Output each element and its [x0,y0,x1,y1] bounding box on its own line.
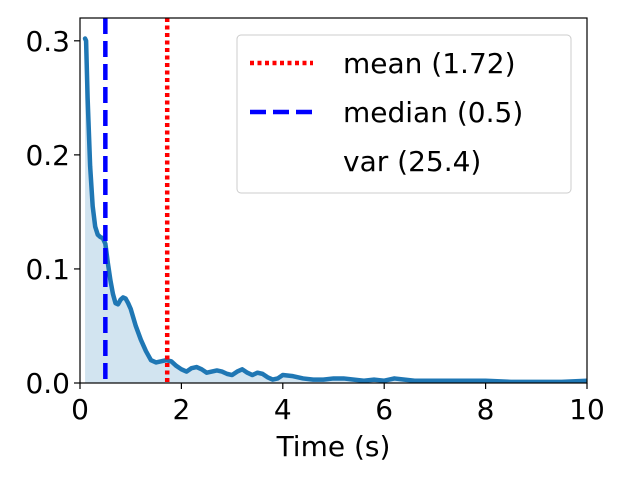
legend: mean (1.72) median (0.5) var (25.4) [236,34,572,194]
x-tick-label: 10 [569,393,605,426]
x-axis-label: Time (s) [276,430,391,463]
legend-box [236,34,572,194]
vertical-lines [103,18,170,383]
x-tick-label: 6 [375,393,393,426]
legend-label: mean (1.72) [343,47,516,80]
y-tick-label: 0.0 [25,367,70,400]
y-axis-ticks: 0.0 0.1 0.2 0.3 [25,25,80,400]
x-axis-ticks: 0 2 4 6 8 10 [71,383,605,426]
plot-area [82,36,587,383]
y-tick-label: 0.1 [25,253,70,286]
legend-label: median (0.5) [343,96,523,129]
legend-label: var (25.4) [343,145,481,178]
x-tick-label: 0 [71,393,89,426]
y-tick-label: 0.2 [25,139,70,172]
x-tick-label: 4 [274,393,292,426]
x-tick-label: 8 [477,393,495,426]
series-0-line [82,36,587,383]
series-0-area [85,38,587,383]
x-tick-label: 2 [172,393,190,426]
y-tick-label: 0.3 [25,25,70,58]
axes-frame [79,17,588,384]
